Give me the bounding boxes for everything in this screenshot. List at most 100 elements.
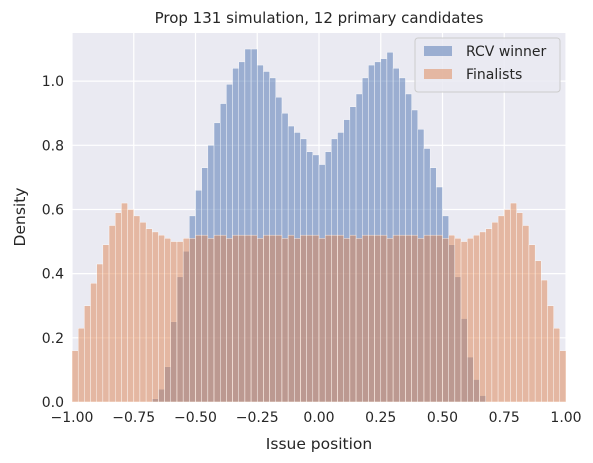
finalists-bar — [411, 234, 418, 403]
finalists-bar — [102, 244, 110, 403]
finalists-bar — [331, 234, 338, 403]
finalists-bar — [312, 234, 320, 403]
y-tick-labels: 0.0 0.2 0.4 0.6 0.8 1.0 — [42, 74, 64, 411]
finalists-bar — [522, 225, 530, 403]
finalists-bar — [115, 212, 122, 403]
finalists-bar — [139, 222, 147, 403]
finalists-bar — [497, 215, 505, 403]
finalists-bar — [257, 238, 264, 403]
finalists-bar — [553, 328, 561, 403]
finalists-bar — [182, 238, 190, 403]
finalists-bar — [121, 202, 128, 403]
finalists-bar — [108, 225, 116, 403]
x-axis-label: Issue position — [266, 435, 372, 453]
y-axis-label: Density — [11, 188, 29, 247]
x-tick-label: −0.75 — [112, 410, 155, 426]
legend-swatch-finalists — [424, 69, 452, 79]
finalists-bar — [294, 238, 301, 403]
legend-label-rcv-winner: RCV winner — [466, 44, 547, 60]
finalists-bar — [362, 234, 369, 403]
finalists-bar — [232, 234, 239, 403]
finalists-bar — [164, 238, 172, 403]
x-tick-label: −0.25 — [236, 410, 279, 426]
finalists-bar — [405, 234, 412, 403]
y-tick-label: 0.8 — [42, 138, 64, 154]
finalists-bar — [90, 283, 97, 403]
y-tick-label: 0.0 — [42, 395, 64, 411]
finalists-bar — [195, 234, 202, 403]
finalists-bar — [399, 234, 406, 403]
x-tick-label: 0.00 — [303, 410, 334, 426]
finalists-bar — [355, 238, 363, 403]
finalists-bar — [467, 238, 474, 403]
finalists-bar — [287, 234, 295, 403]
finalists-bar — [386, 238, 394, 403]
finalists-bar — [324, 234, 332, 403]
finalists-bar — [306, 234, 314, 403]
finalists-bar — [244, 234, 252, 403]
x-tick-label: 0.50 — [427, 410, 458, 426]
histogram-bars — [71, 48, 567, 403]
finalists-bar — [479, 231, 486, 403]
finalists-bar — [84, 305, 91, 403]
finalists-bar — [380, 234, 388, 403]
finalists-bar — [219, 234, 227, 403]
y-tick-label: 0.2 — [42, 331, 64, 347]
x-tick-label: −1.00 — [51, 410, 94, 426]
finalists-bar — [189, 238, 196, 403]
finalists-bar — [534, 260, 542, 403]
finalists-bar — [442, 238, 449, 403]
finalists-bar — [275, 234, 283, 403]
x-tick-label: −0.50 — [174, 410, 217, 426]
legend-swatch-rcv-winner — [424, 46, 452, 56]
finalists-bar — [392, 234, 400, 403]
finalists-bar — [429, 234, 437, 403]
finalists-bar — [71, 350, 79, 403]
finalists-bar — [226, 238, 233, 403]
finalists-bar — [510, 202, 517, 403]
finalists-bar — [201, 234, 209, 403]
legend-label-finalists: Finalists — [466, 67, 522, 83]
finalists-bar — [374, 234, 381, 403]
finalists-bar — [368, 234, 375, 403]
finalists-bar — [436, 234, 443, 403]
finalists-bar — [485, 228, 493, 403]
y-tick-label: 0.4 — [42, 267, 64, 283]
finalists-bar — [491, 222, 499, 403]
finalists-bar — [460, 241, 468, 403]
finalists-bar — [349, 234, 357, 403]
finalists-bar — [504, 209, 511, 403]
finalists-bar — [145, 228, 153, 403]
finalists-bar — [133, 215, 141, 403]
finalists-bar — [152, 231, 159, 403]
finalists-bar — [454, 238, 462, 403]
finalists-bar — [300, 234, 307, 403]
y-tick-label: 0.6 — [42, 202, 64, 218]
chart-title: Prop 131 simulation, 12 primary candidat… — [155, 9, 484, 27]
finalists-bar — [250, 234, 258, 403]
legend: RCV winner Finalists — [414, 37, 561, 93]
finalists-bar — [528, 244, 536, 403]
y-tick-label: 1.0 — [42, 74, 64, 90]
finalists-bar — [170, 241, 178, 403]
finalists-bar — [547, 305, 554, 403]
finalists-bar — [207, 238, 215, 403]
x-tick-label: 0.75 — [489, 410, 520, 426]
x-tick-label: 0.25 — [365, 410, 396, 426]
finalists-bar — [281, 238, 289, 403]
finalists-bar — [417, 238, 425, 403]
finalists-bar — [448, 234, 456, 403]
finalists-bar — [269, 234, 276, 403]
finalists-bar — [238, 234, 246, 403]
finalists-bar — [213, 234, 221, 403]
finalists-bar — [473, 234, 480, 403]
finalists-bar — [541, 279, 548, 403]
finalists-bar — [559, 350, 567, 403]
x-tick-labels: −1.00 −0.75 −0.50 −0.25 0.00 0.25 0.50 0.75 1.00 — [51, 410, 582, 426]
finalists-bar — [176, 241, 184, 403]
finalists-bar — [423, 234, 431, 403]
finalists-bar — [343, 238, 351, 403]
finalists-bar — [96, 263, 104, 403]
finalists-bar — [158, 234, 165, 403]
